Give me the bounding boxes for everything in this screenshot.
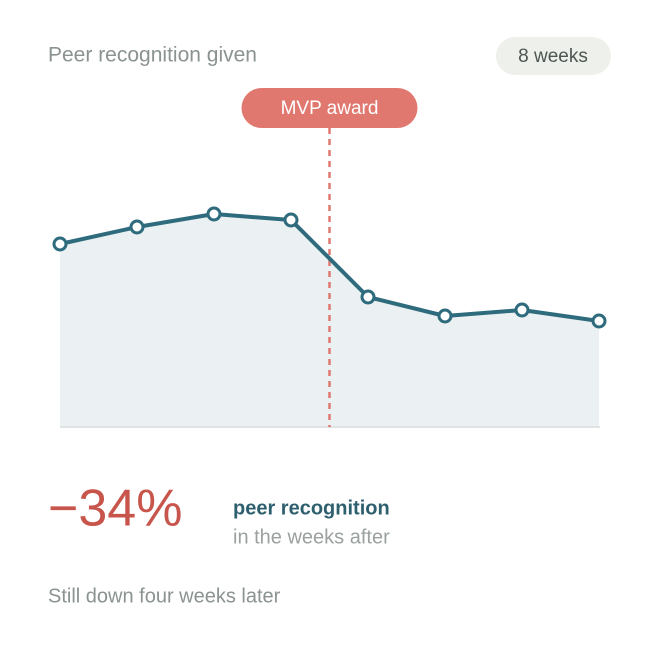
event-pill [241,88,418,128]
line [59,212,600,323]
badge-bg [496,37,611,75]
point [360,289,376,305]
point [591,313,607,329]
point [129,219,145,235]
chart-title: Peer recognition given [48,44,257,67]
footnote: Still down four weeks later [48,585,281,607]
point [206,206,222,222]
plot: MVP award [52,88,607,428]
point [52,236,68,252]
point [437,308,453,324]
point [283,212,299,228]
stat-caption: in the weeks after [233,526,390,548]
stat: −34% [48,480,182,538]
stat-caption: peer recognition [233,497,390,519]
point [514,302,530,318]
badge: 8 weeks [518,46,588,67]
event-label: MVP award [281,98,379,119]
